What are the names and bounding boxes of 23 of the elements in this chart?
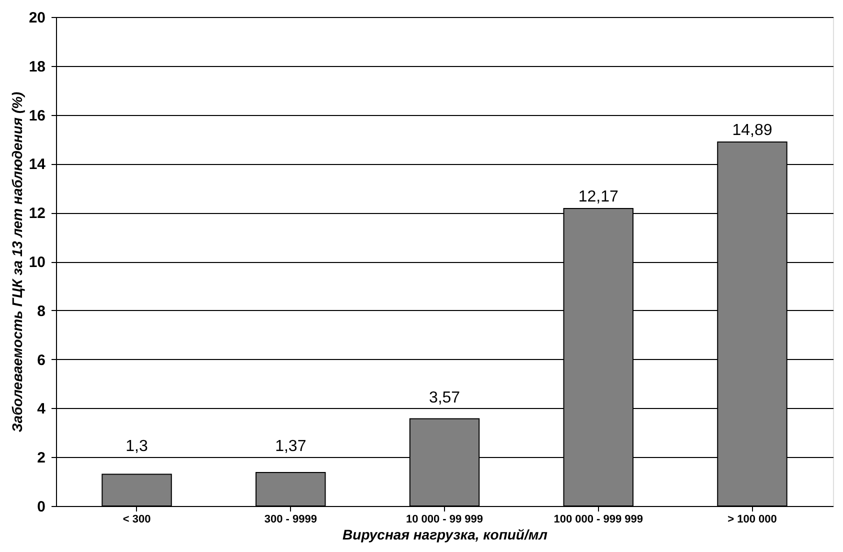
- x-tick-label: > 100 000: [728, 514, 777, 526]
- y-axis-title: Заболеваемость ГЦК за 13 лет наблюдения (%): [8, 91, 25, 432]
- x-tick-label: < 300: [122, 514, 151, 526]
- y-tick-label: 16: [28, 107, 46, 124]
- y-tick-label: 20: [28, 10, 46, 26]
- x-tick-label: 10 000 - 99 999: [406, 514, 484, 526]
- y-tick-label: 8: [37, 302, 46, 320]
- y-tick-label: 14: [28, 156, 46, 174]
- y-tick-label: 0: [37, 498, 46, 516]
- y-tick-label: 6: [37, 352, 46, 369]
- data-label: 14,89: [732, 122, 772, 140]
- data-label: 1,3: [126, 438, 148, 456]
- data-label: 12,17: [578, 188, 618, 206]
- y-tick-label: 10: [28, 254, 46, 271]
- x-tick-label: 300 - 9999: [264, 514, 317, 526]
- data-label: 1,37: [275, 438, 306, 456]
- y-tick-label: 2: [37, 450, 46, 467]
- y-tick-label: 18: [28, 58, 46, 76]
- y-tick-label: 4: [37, 400, 46, 418]
- x-axis-title: Вирусная нагрузка, копий/мл: [342, 526, 548, 542]
- y-tick-label: 12: [28, 205, 46, 222]
- x-tick-label: 100 000 - 999 999: [554, 514, 644, 526]
- data-label: 3,57: [428, 389, 460, 406]
